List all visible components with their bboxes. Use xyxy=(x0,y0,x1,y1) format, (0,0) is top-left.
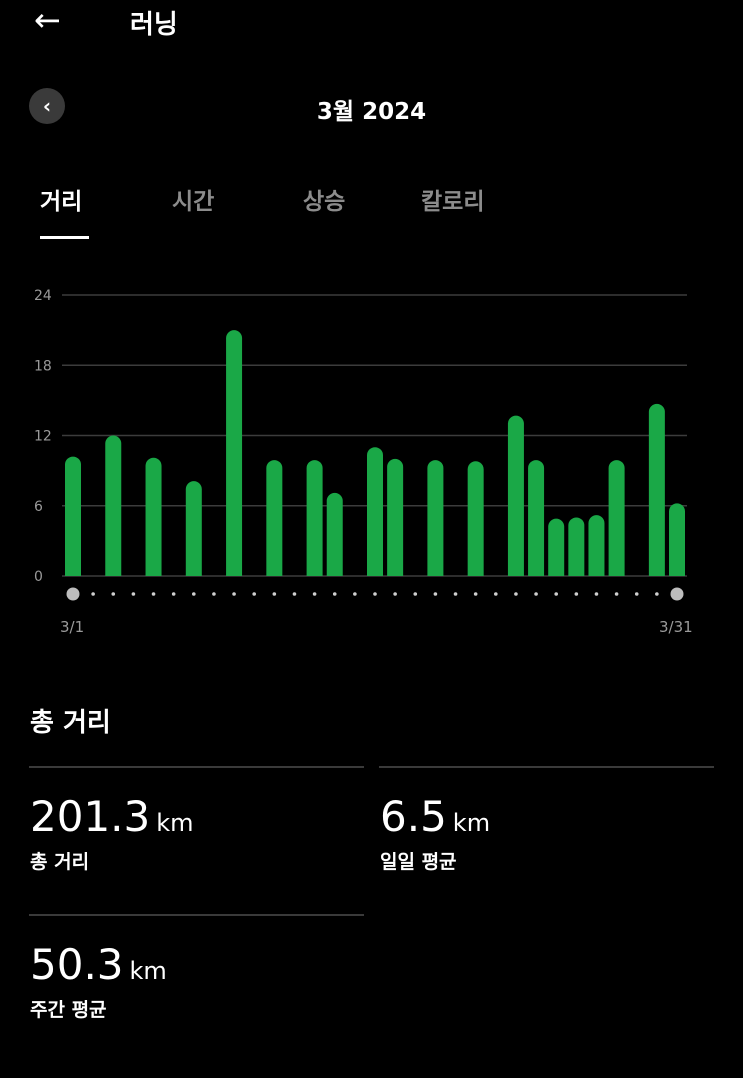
day-dot xyxy=(151,592,156,596)
bar-day-28[interactable] xyxy=(608,460,625,576)
day-dot xyxy=(494,592,498,596)
day-dot xyxy=(554,592,558,596)
bar-day-9[interactable] xyxy=(226,330,243,576)
day-dot xyxy=(393,592,397,596)
bar-day-25[interactable] xyxy=(548,518,565,576)
distance-bar-chart: 0 6 12 18 24 3/1 3/31 xyxy=(34,288,693,636)
bar-day-7[interactable] xyxy=(185,481,202,576)
range-handle[interactable] xyxy=(66,587,80,601)
tab-calories[interactable]: 칼로리 xyxy=(421,189,485,215)
tab-time[interactable]: 시간 xyxy=(172,189,215,215)
day-dot xyxy=(453,592,458,596)
active-tab-indicator xyxy=(40,236,89,239)
y-tick-label: 24 xyxy=(34,288,52,304)
tab-elevation[interactable]: 상승 xyxy=(303,189,346,215)
bar-day-13[interactable] xyxy=(306,460,323,576)
y-tick-label: 0 xyxy=(34,569,43,585)
bar-day-16[interactable] xyxy=(367,447,383,576)
day-dot xyxy=(232,592,236,596)
chevron-left-icon: ‹ xyxy=(42,94,52,118)
y-tick-label: 18 xyxy=(34,358,52,374)
day-dot xyxy=(473,592,478,596)
bar-day-24[interactable] xyxy=(528,460,545,576)
day-dot xyxy=(353,592,357,596)
day-dot xyxy=(594,592,599,596)
day-dot xyxy=(192,592,196,596)
divider xyxy=(29,914,364,916)
bar-day-23[interactable] xyxy=(507,415,524,576)
y-tick-label: 12 xyxy=(34,429,52,445)
bar-day-14[interactable] xyxy=(326,492,343,576)
period-label: 3월 2024 xyxy=(316,99,427,125)
divider xyxy=(29,766,364,768)
weekly-average-label: 주간 평균 xyxy=(30,999,107,1021)
section-title: 총 거리 xyxy=(30,708,111,738)
page-title: 러닝 xyxy=(130,10,178,40)
range-handle[interactable] xyxy=(670,587,684,601)
day-dot xyxy=(514,592,518,596)
bar-day-30[interactable] xyxy=(648,403,665,576)
total-distance-value: 201.3 xyxy=(30,792,151,841)
day-dot xyxy=(614,592,619,596)
bar-day-17[interactable] xyxy=(387,458,404,576)
day-dot xyxy=(272,592,277,596)
bar-day-5[interactable] xyxy=(145,457,162,576)
bar-day-21[interactable] xyxy=(467,461,484,576)
day-dot xyxy=(312,592,317,596)
tab-distance[interactable]: 거리 xyxy=(40,189,83,215)
day-dot xyxy=(373,592,377,596)
bar-day-26[interactable] xyxy=(568,517,585,576)
day-dot xyxy=(574,592,579,596)
day-dot xyxy=(534,592,538,596)
weekly-average-value: 50.3 xyxy=(30,940,124,989)
unit: km xyxy=(156,809,194,837)
divider xyxy=(379,766,714,768)
arrow-left-icon: ← xyxy=(34,1,61,39)
day-dot xyxy=(111,592,116,596)
day-dot xyxy=(332,592,337,596)
previous-month-button[interactable]: ‹ xyxy=(29,88,65,124)
back-button[interactable]: ← xyxy=(34,2,61,38)
total-distance-stat: 201.3 km 총 거리 xyxy=(30,792,194,874)
bar-day-1[interactable] xyxy=(65,456,81,576)
day-dot xyxy=(292,592,297,596)
day-dot xyxy=(634,592,639,596)
daily-average-label: 일일 평균 xyxy=(380,851,457,873)
x-label-start: 3/1 xyxy=(60,618,84,636)
day-dot xyxy=(131,592,136,596)
day-dot xyxy=(91,592,95,596)
bar-day-31[interactable] xyxy=(669,503,685,576)
bar-day-19[interactable] xyxy=(427,460,444,576)
daily-average-value: 6.5 xyxy=(380,792,447,841)
bar-day-11[interactable] xyxy=(266,460,283,576)
day-dot xyxy=(413,592,418,596)
bar-day-27[interactable] xyxy=(588,515,605,576)
unit: km xyxy=(129,957,167,985)
bar-day-3[interactable] xyxy=(105,435,122,577)
day-dot xyxy=(655,592,659,596)
day-dot xyxy=(252,592,256,596)
unit: km xyxy=(452,809,491,837)
daily-average-stat: 6.5 km 일일 평균 xyxy=(380,792,490,874)
y-tick-label: 6 xyxy=(34,499,43,515)
day-dot xyxy=(433,592,438,596)
day-dot xyxy=(212,592,216,596)
day-dot xyxy=(171,592,176,596)
total-distance-label: 총 거리 xyxy=(30,851,90,873)
weekly-average-stat: 50.3 km 주간 평균 xyxy=(30,940,167,1022)
x-label-end: 3/31 xyxy=(659,618,693,636)
